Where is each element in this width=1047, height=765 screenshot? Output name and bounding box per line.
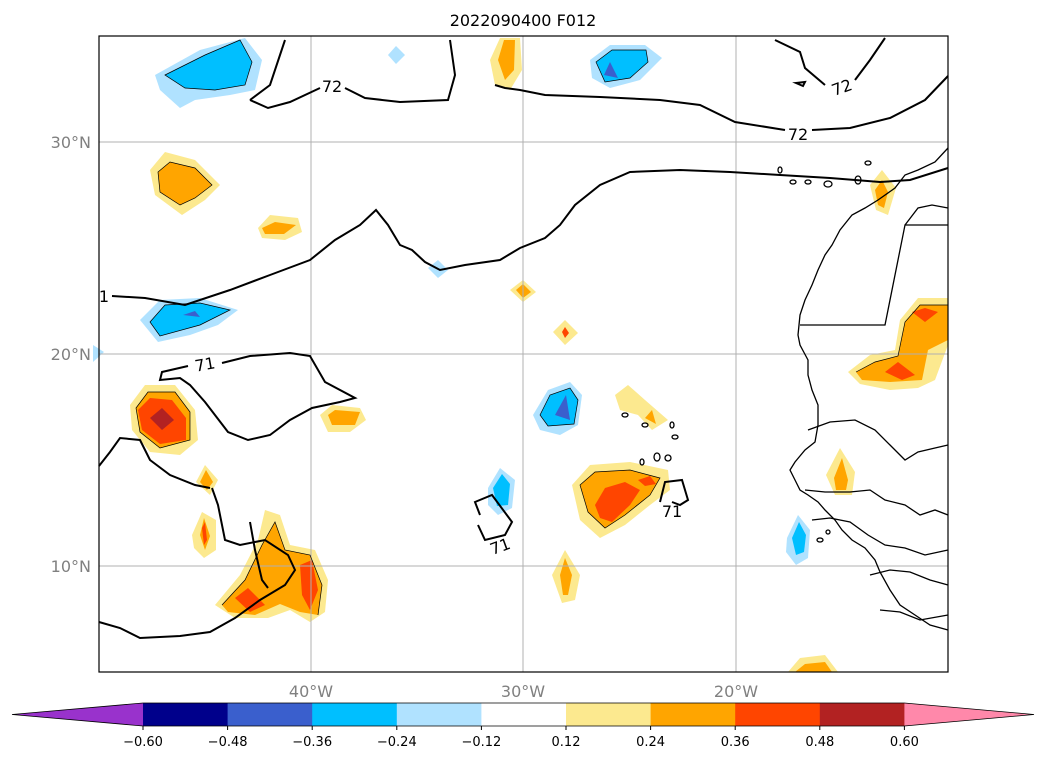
contour-label: 72 [322, 77, 342, 96]
colorbar-segment [143, 703, 229, 726]
pos-anomaly-blob [562, 327, 569, 338]
pos-anomaly-blob [912, 308, 938, 322]
colorbar: −0.60 −0.48 −0.36 −0.24 −0.12 0.12 0.24 0.36 0.4… [11, 702, 1035, 750]
colorbar-tick-label: −0.24 [377, 735, 417, 750]
colorbar-tick-label: 0.48 [805, 735, 834, 750]
neg-anomaly-blob [183, 311, 200, 317]
colorbar-segment [396, 703, 482, 726]
neg-anomaly-blob [792, 522, 806, 555]
pos-anomaly-blob [150, 408, 174, 430]
colorbar-tick-label: 0.12 [552, 735, 581, 750]
colorbar-segment [819, 703, 905, 726]
anomaly-shading [93, 38, 948, 672]
pos-anomaly-blob [328, 410, 360, 425]
pos-anomaly-blob [875, 180, 888, 208]
pos-anomaly-blob [158, 162, 212, 205]
contour-label: 1 [99, 287, 109, 306]
longitude-labels: 40°W 30°W 20°W [289, 682, 758, 701]
latitude-labels: 30°N 20°N 10°N [51, 133, 91, 576]
pos-anomaly-blob [560, 558, 572, 595]
colorbar-segment [312, 703, 398, 726]
pos-anomaly-blob [615, 385, 668, 430]
colorbar-segment [566, 703, 652, 726]
colorbar-extend-high [904, 703, 1034, 726]
neg-anomaly-blob [150, 303, 230, 336]
colorbar-extend-low [12, 703, 143, 726]
pos-anomaly-blob [235, 588, 265, 612]
neg-anomaly-blob [388, 46, 405, 64]
pos-anomaly-blob [300, 560, 318, 610]
pos-anomaly-blob [638, 476, 656, 486]
lat-tick-label: 20°N [51, 345, 91, 364]
colorbar-tick-label: −0.48 [208, 735, 248, 750]
colorbar-segments [11, 702, 1035, 727]
contour-label: 72 [788, 125, 808, 144]
lon-tick-label: 40°W [289, 682, 333, 701]
height-contours [98, 37, 949, 640]
colorbar-tick-label: 0.36 [721, 735, 750, 750]
colorbar-segment [481, 703, 567, 726]
contour-label: 71 [662, 502, 682, 521]
colorbar-tick-label: −0.60 [123, 735, 163, 750]
pos-anomaly-blob [262, 222, 296, 234]
neg-anomaly-blob [604, 62, 618, 78]
anomaly-outlines [135, 39, 948, 616]
neg-anomaly-blob [493, 474, 510, 506]
lon-tick-label: 30°W [501, 682, 545, 701]
pos-anomaly-blob [834, 458, 848, 490]
pos-anomaly-blob [856, 305, 948, 382]
colorbar-tick-label: 0.24 [636, 735, 665, 750]
pos-anomaly-blob [645, 410, 656, 424]
neg-anomaly-blob [165, 40, 252, 90]
map-frame [98, 35, 949, 673]
pos-anomaly-blob [200, 470, 213, 490]
contour-label: 71 [193, 353, 216, 375]
colorbar-tick-label: 0.60 [890, 735, 919, 750]
pos-anomaly-blob [885, 362, 915, 380]
lon-tick-label: 20°W [714, 682, 758, 701]
figure-title: 2022090400 F012 [450, 11, 597, 30]
colorbar-ticks: −0.60 −0.48 −0.36 −0.24 −0.12 0.12 0.24 0.36 0.4… [123, 726, 919, 750]
map-panel: 72 72 72 1 71 71 71 [93, 35, 949, 673]
pos-anomaly-blob [595, 482, 640, 522]
gridlines [99, 36, 948, 672]
lat-tick-label: 10°N [51, 557, 91, 576]
lat-tick-label: 30°N [51, 133, 91, 152]
pos-anomaly-blob [202, 522, 207, 545]
neg-anomaly-blob [555, 395, 570, 420]
colorbar-tick-label: −0.36 [292, 735, 332, 750]
coastlines [621, 147, 949, 631]
colorbar-tick-label: −0.12 [461, 735, 501, 750]
pos-anomaly-blob [498, 40, 515, 80]
colorbar-segment [227, 703, 313, 726]
colorbar-segment [650, 703, 736, 726]
pos-anomaly-blob [795, 662, 832, 672]
colorbar-segment [735, 703, 821, 726]
